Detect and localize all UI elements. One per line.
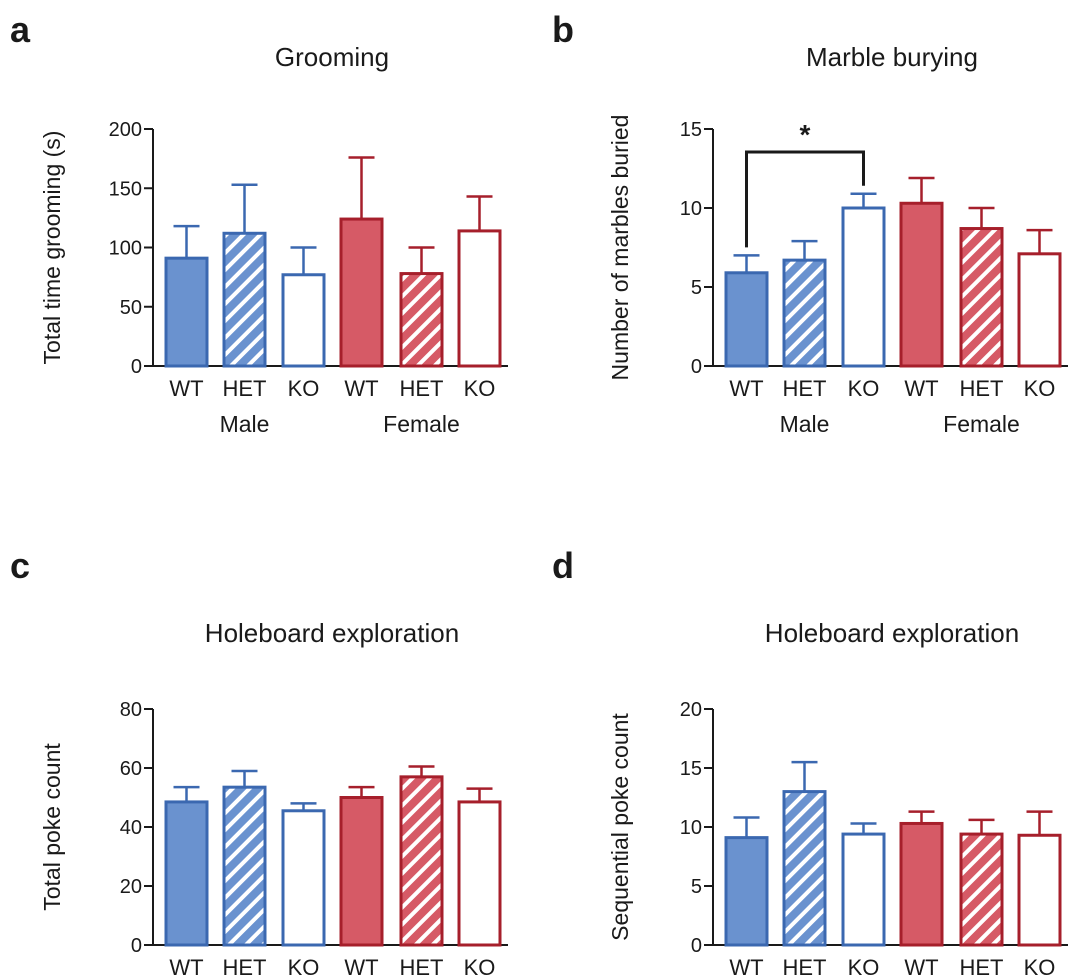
y-tick-label: 20	[680, 699, 702, 721]
y-axis-label: Total poke count	[39, 743, 65, 911]
bar-ko-female	[457, 229, 502, 368]
significance-label: *	[800, 119, 811, 150]
y-tick-label: 10	[680, 817, 702, 839]
y-tick-label: 60	[120, 758, 142, 780]
x-tick-label: WT	[169, 376, 203, 401]
bar-wt-male	[724, 271, 769, 368]
x-tick-label: WT	[344, 376, 378, 401]
y-tick-label: 20	[120, 876, 142, 898]
x-tick-label: WT	[904, 955, 938, 980]
x-tick-label: HET	[960, 376, 1004, 401]
bar-ko-female	[1017, 252, 1062, 368]
bar-ko-female	[1017, 833, 1062, 947]
x-tick-label: HET	[960, 955, 1004, 980]
group-label: Male	[220, 411, 270, 437]
x-tick-label: KO	[464, 376, 496, 401]
x-tick-label: HET	[783, 376, 827, 401]
bar-wt-female	[899, 821, 944, 947]
bar-wt-male	[724, 836, 769, 947]
bar-het-female	[399, 272, 444, 368]
y-tick-label: 0	[131, 356, 142, 378]
chart-title: Marble burying	[806, 42, 978, 72]
x-tick-label: WT	[729, 376, 763, 401]
bar-wt-male	[164, 800, 209, 947]
y-tick-label: 100	[109, 238, 142, 260]
x-tick-label: KO	[288, 955, 320, 980]
group-label: Female	[383, 411, 460, 437]
y-tick-label: 5	[691, 277, 702, 299]
bar-ko-male	[841, 832, 886, 947]
significance-bracket	[745, 150, 865, 248]
y-axis-label: Number of marbles buried	[607, 115, 633, 381]
x-tick-label: HET	[400, 376, 444, 401]
x-tick-label: WT	[904, 376, 938, 401]
y-tick-label: 5	[691, 876, 702, 898]
bar-ko-male	[841, 206, 886, 368]
bar-ko-male	[281, 809, 326, 947]
group-label: Female	[943, 411, 1020, 437]
panel-a: a Grooming Total time grooming (s) 0 50 100 15…	[10, 9, 508, 437]
bar-wt-female	[899, 201, 944, 368]
y-tick-label: 10	[680, 198, 702, 220]
bar-ko-male	[281, 273, 326, 368]
bar-het-male	[782, 790, 827, 947]
x-tick-label: KO	[848, 376, 880, 401]
panel-letter: b	[552, 9, 574, 50]
x-tick-label: HET	[223, 955, 267, 980]
x-tick-label: WT	[344, 955, 378, 980]
x-tick-label: WT	[729, 955, 763, 980]
x-tick-label: KO	[1024, 376, 1056, 401]
chart-title: Holeboard exploration	[765, 618, 1019, 648]
y-tick-label: 15	[680, 119, 702, 141]
panel-letter: a	[10, 9, 31, 50]
x-tick-label: KO	[848, 955, 880, 980]
panel-letter: d	[552, 545, 574, 586]
y-tick-label: 80	[120, 699, 142, 721]
y-tick-label: 200	[109, 119, 142, 141]
x-tick-label: KO	[288, 376, 320, 401]
chart-title: Grooming	[275, 42, 389, 72]
bar-het-male	[222, 231, 267, 368]
panel-d: d Holeboard exploration Sequential poke co…	[552, 545, 1068, 980]
y-tick-label: 0	[691, 356, 702, 378]
y-tick-label: 50	[120, 297, 142, 319]
bar-wt-female	[339, 217, 384, 368]
bar-wt-male	[164, 256, 209, 368]
y-tick-label: 15	[680, 758, 702, 780]
group-label: Male	[780, 411, 830, 437]
panel-b: b Marble burying Number of marbles buried 0…	[552, 9, 1068, 437]
chart-title: Holeboard exploration	[205, 618, 459, 648]
bar-het-male	[222, 785, 267, 947]
bar-het-female	[959, 832, 1004, 947]
bar-het-female	[959, 227, 1004, 368]
bar-wt-female	[339, 796, 384, 947]
x-tick-label: HET	[783, 955, 827, 980]
bar-het-male	[782, 258, 827, 368]
x-tick-label: KO	[464, 955, 496, 980]
y-axis-label: Total time grooming (s)	[39, 131, 65, 365]
x-tick-label: HET	[223, 376, 267, 401]
x-tick-label: WT	[169, 955, 203, 980]
panel-letter: c	[10, 545, 30, 586]
x-tick-label: HET	[400, 955, 444, 980]
y-tick-label: 150	[109, 178, 142, 200]
bar-ko-female	[457, 800, 502, 947]
y-tick-label: 40	[120, 817, 142, 839]
panel-c: c Holeboard exploration Total poke count 0 2…	[10, 545, 508, 980]
y-tick-label: 0	[131, 935, 142, 957]
y-axis-label: Sequential poke count	[607, 713, 633, 941]
y-tick-label: 0	[691, 935, 702, 957]
bar-het-female	[399, 775, 444, 947]
x-tick-label: KO	[1024, 955, 1056, 980]
